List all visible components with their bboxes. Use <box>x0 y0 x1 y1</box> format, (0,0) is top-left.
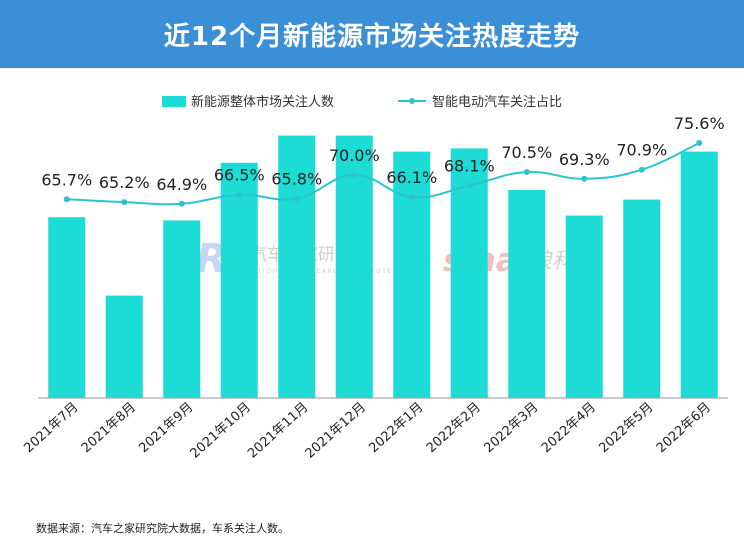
bar-8 <box>450 148 488 398</box>
legend-line-label: 智能电动汽车关注占比 <box>432 94 562 110</box>
bar-1 <box>48 217 86 398</box>
bar-7 <box>393 151 431 398</box>
title-banner: 近12个月新能源市场关注热度走势 <box>0 0 744 68</box>
x-tick-label-12: 2022年6月 <box>654 400 714 456</box>
x-tick-label-11: 2022年5月 <box>596 400 656 456</box>
data-label-12: 75.6% <box>674 114 725 133</box>
bar-3 <box>163 220 201 398</box>
data-label-9: 70.5% <box>501 143 552 162</box>
line-point-12 <box>696 140 703 146</box>
line-point-8 <box>466 182 473 189</box>
line-point-7 <box>408 193 415 200</box>
line-point-6 <box>351 171 358 178</box>
line-point-2 <box>121 199 128 206</box>
legend: 新能源整体市场关注人数 智能电动汽车关注占比 <box>162 94 562 110</box>
data-label-2: 65.2% <box>99 173 150 192</box>
data-label-10: 69.3% <box>559 150 610 169</box>
data-label-7: 66.1% <box>386 168 437 187</box>
autohome-watermark-en: AUTOHOME RESEARCH INSTITUTE <box>250 268 393 275</box>
bar-6 <box>335 135 373 398</box>
bar-5 <box>278 135 316 398</box>
line-point-9 <box>523 168 530 175</box>
line-point-10 <box>581 175 588 182</box>
data-source-note: 数据来源：汽车之家研究院大数据，车系关注人数。 <box>36 522 289 535</box>
x-tick-labels: 2021年7月2021年8月2021年9月2021年10月2021年11月202… <box>21 400 714 462</box>
bar-9 <box>508 190 546 398</box>
bar-series <box>48 135 718 398</box>
x-tick-label-7: 2022年1月 <box>366 400 426 456</box>
x-tick-label-3: 2021年9月 <box>136 400 196 456</box>
x-tick-label-9: 2022年3月 <box>481 400 541 456</box>
line-point-11 <box>638 166 645 173</box>
x-tick-label-6: 2021年12月 <box>303 400 369 462</box>
bar-11 <box>623 199 661 398</box>
data-label-3: 64.9% <box>156 175 207 194</box>
chart-title: 近12个月新能源市场关注热度走势 <box>163 21 581 52</box>
line-point-1 <box>63 196 70 203</box>
line-points <box>63 140 703 207</box>
line-point-3 <box>178 200 185 207</box>
x-tick-label-2: 2021年8月 <box>79 400 139 456</box>
line-point-5 <box>293 195 300 202</box>
data-label-8: 68.1% <box>444 157 495 176</box>
x-tick-label-4: 2021年10月 <box>188 400 254 462</box>
line-data-labels: 65.7% 65.2% 64.9% 66.5% 65.8% 70.0% 66.1% 68.1%… <box>41 114 724 194</box>
bar-4 <box>220 162 258 398</box>
data-label-1: 65.7% <box>41 170 92 189</box>
data-label-6: 70.0% <box>329 146 380 165</box>
data-label-4: 66.5% <box>214 166 265 185</box>
x-tick-label-5: 2021年11月 <box>245 400 311 462</box>
legend-bar-swatch <box>162 96 186 107</box>
bar-12 <box>680 151 718 398</box>
bar-2 <box>105 295 143 398</box>
line-point-4 <box>236 191 243 198</box>
data-label-11: 70.9% <box>616 141 667 160</box>
x-tick-label-8: 2022年2月 <box>424 400 484 456</box>
data-label-5: 65.8% <box>271 170 322 189</box>
x-tick-label-10: 2022年4月 <box>539 400 599 456</box>
chart-area: AR 汽车之家研究院 AUTOHOME RESEARCH INSTITUTE s… <box>21 94 728 462</box>
legend-line-marker <box>409 98 415 104</box>
legend-bar-label: 新能源整体市场关注人数 <box>191 94 334 110</box>
bar-10 <box>565 215 603 398</box>
x-tick-label-1: 2021年7月 <box>21 400 81 456</box>
